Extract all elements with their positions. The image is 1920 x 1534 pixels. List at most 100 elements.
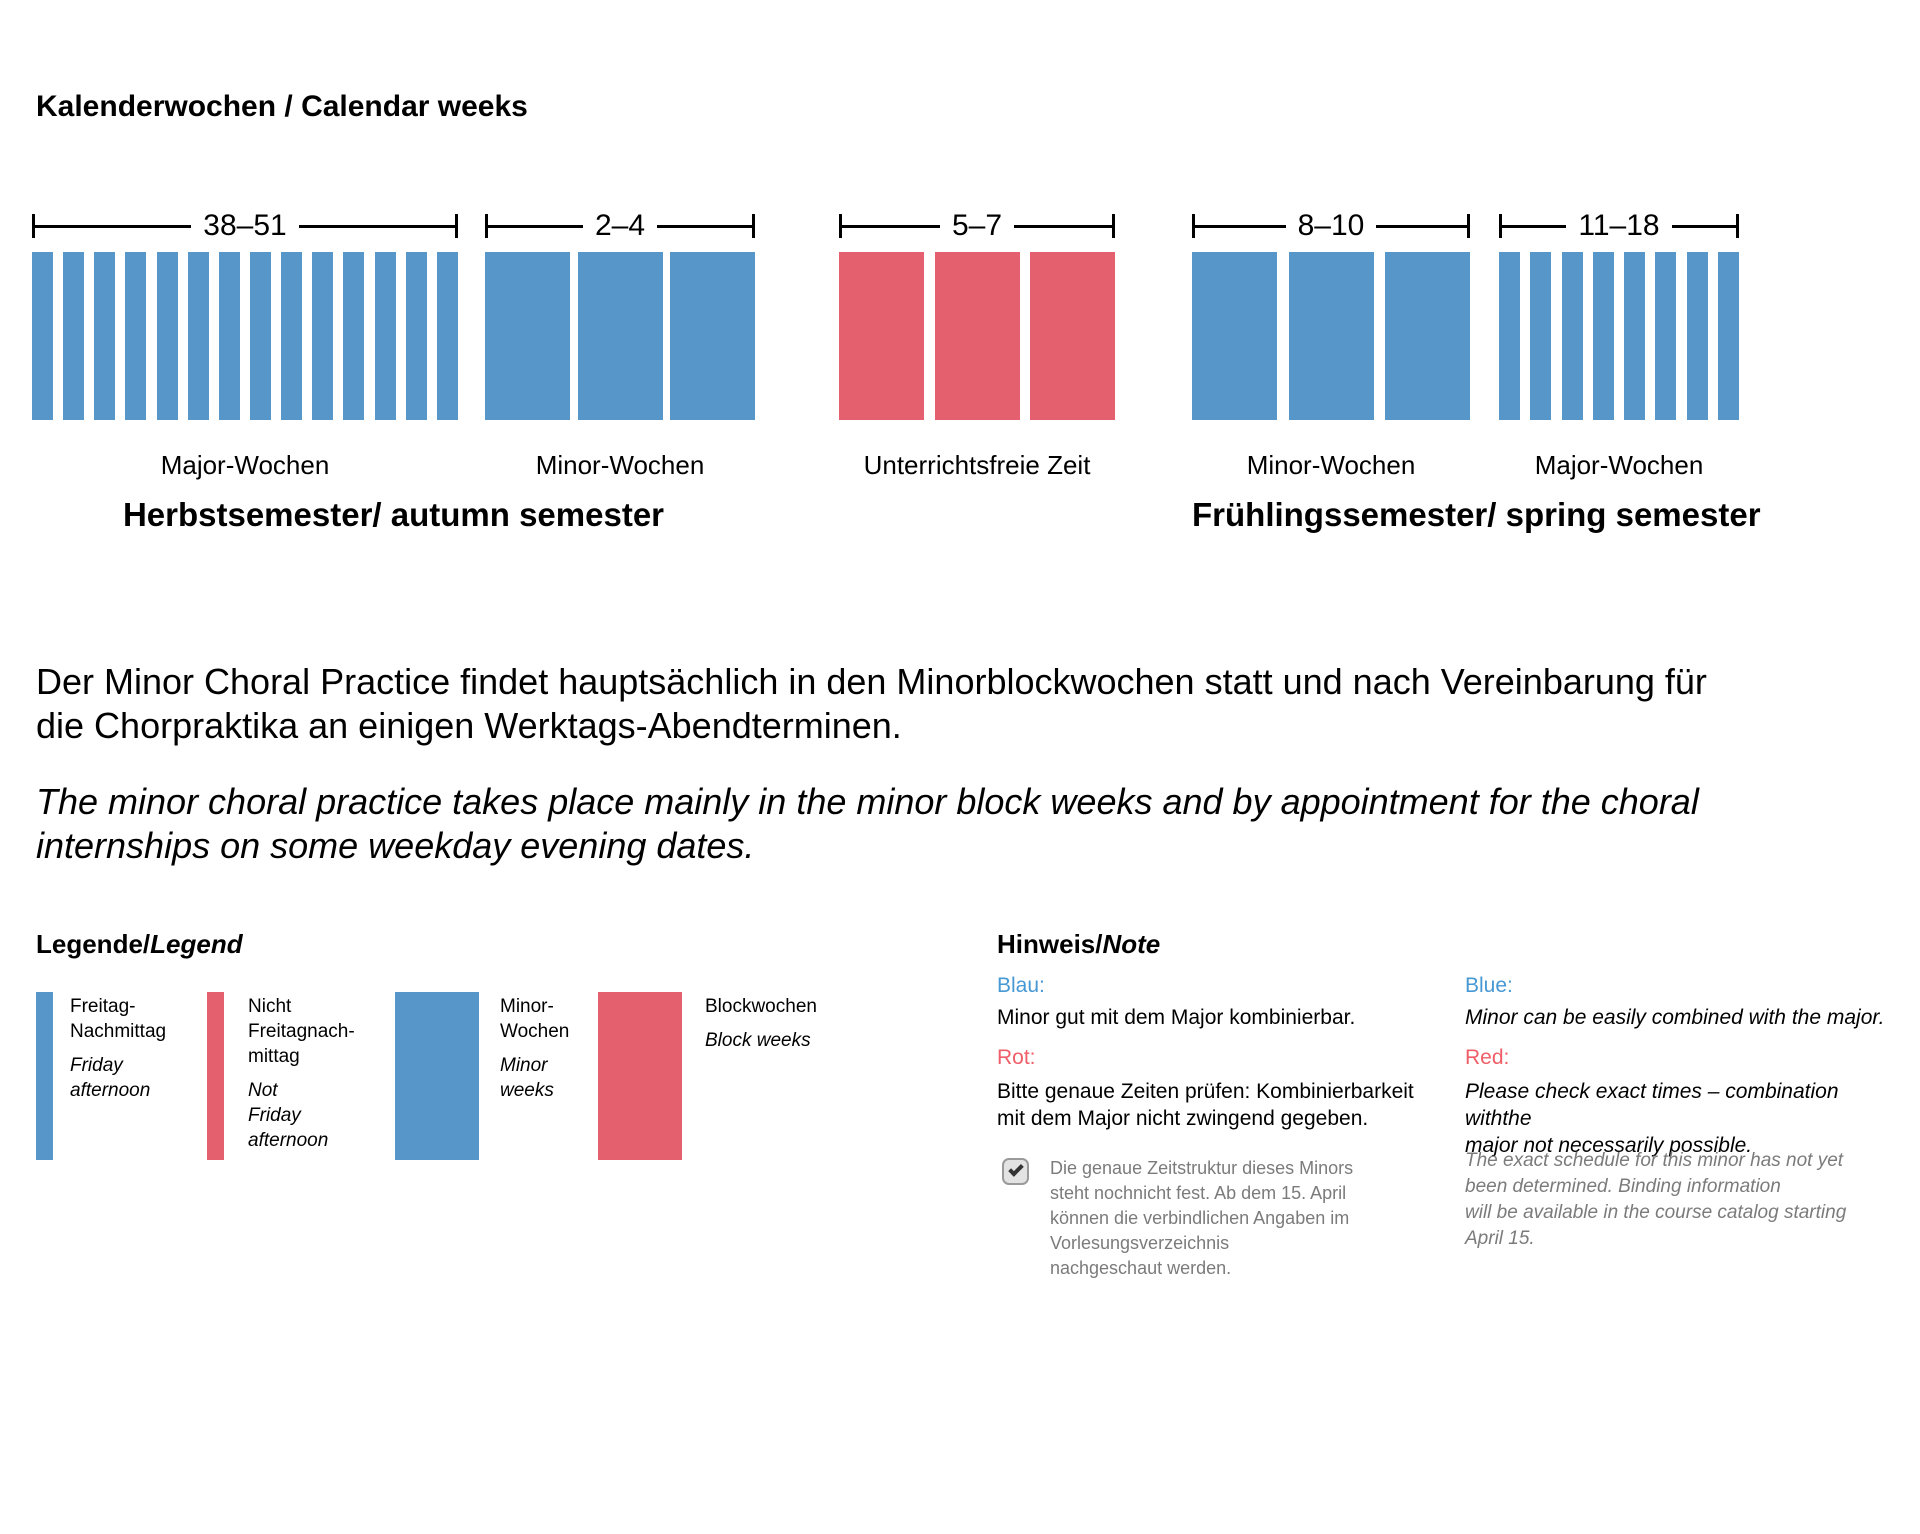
legend-heading-en: Legend [150, 929, 243, 959]
note-heading-en: Note [1102, 929, 1161, 959]
ruler-tick [1467, 214, 1470, 238]
legend-label-german: Blockwochen [705, 996, 817, 1017]
note-heading-de: Hinweis/ [997, 929, 1103, 959]
week-bar [485, 252, 570, 420]
group-label: Minor-Wochen [1246, 450, 1416, 480]
week-bar [1530, 252, 1552, 420]
week-bar [1561, 252, 1583, 420]
week-bar [839, 252, 924, 420]
ruler-line [1014, 224, 1112, 228]
week-bar [249, 252, 271, 420]
note-heading: Hinweis/Note [997, 929, 1160, 960]
spring-semester-label: Frühlingssemester/ spring semester [1192, 496, 1761, 533]
week-bar [281, 252, 303, 420]
week-range-label: 5–7 [951, 209, 1003, 242]
ruler-tick [1192, 214, 1195, 238]
week-bar [1385, 252, 1470, 420]
note-rot-label: Rot: [997, 1046, 1036, 1069]
week-range-ruler: 11–18 [1499, 209, 1740, 242]
week-bar [94, 252, 116, 420]
week-bar [934, 252, 1020, 420]
legend-label-english: Not Friday afternoon [248, 1080, 329, 1151]
week-range-ruler: 5–7 [839, 209, 1115, 242]
ruler-tick [752, 214, 755, 238]
calendar-weeks-diagram: 38–51 Major-Wochen 2–4 Minor-Wochen 5–7 Unter… [0, 0, 1920, 560]
legend-item-label: Freitag- Nachmittag Friday afternoon [70, 994, 220, 1103]
note-blue-label: Blue: [1465, 974, 1513, 997]
legend-item-label: Nicht Freitagnach- mittag Not Friday afte… [248, 994, 398, 1153]
week-bar [343, 252, 365, 420]
checkmark-icon [1008, 1161, 1024, 1177]
week-bar [32, 252, 53, 420]
week-range-ruler: 38–51 [32, 211, 458, 241]
ruler-line [1376, 224, 1467, 228]
legend-heading: Legende/Legend [36, 929, 243, 960]
ruler-tick [32, 214, 35, 238]
legend-item-label: Minor- Wochen Minor weeks [500, 994, 650, 1103]
week-bar [125, 252, 147, 420]
ruler-tick [485, 214, 488, 238]
week-bar [187, 252, 209, 420]
week-group-4: 8–10 Minor-Wochen [1192, 0, 1470, 560]
week-range-label: 2–4 [594, 209, 646, 242]
note-blau-text: Minor gut mit dem Major kombinierbar. [997, 1006, 1356, 1029]
week-bar [1686, 252, 1708, 420]
legend-label-german: Freitag- Nachmittag [70, 996, 167, 1042]
legend-label-german: Nicht Freitagnach- mittag [248, 996, 355, 1067]
legend-swatch-blue-thin [36, 992, 53, 1160]
week-bar [1655, 252, 1677, 420]
note-red-label: Red: [1465, 1046, 1510, 1069]
paragraph-english: The minor choral practice takes place ma… [36, 781, 1699, 866]
ruler-tick [839, 214, 842, 238]
legend-item-label: Blockwochen Block weeks [705, 994, 855, 1053]
page-title: Kalenderwochen / Calendar weeks [36, 90, 528, 123]
week-bars [32, 252, 458, 420]
week-group-2: 2–4 Minor-Wochen [485, 0, 755, 560]
ruler-line [1195, 224, 1286, 228]
legend-label-english: Minor weeks [500, 1055, 554, 1101]
week-bars [1499, 252, 1739, 420]
group-label: Major-Wochen [1534, 450, 1704, 480]
ruler-line [298, 224, 455, 228]
schedule-undetermined-checkbox[interactable] [1002, 1158, 1029, 1185]
week-bar [405, 252, 427, 420]
ruler-tick [1112, 214, 1115, 238]
ruler-line [488, 224, 583, 228]
week-range-ruler: 2–4 [485, 209, 755, 242]
week-bar [374, 252, 396, 420]
ruler-line [657, 224, 752, 228]
week-bar [1030, 252, 1115, 420]
note-rot-text: Bitte genaue Zeiten prüfen: Kombinierbar… [997, 1080, 1414, 1130]
legend-label-english: Block weeks [705, 1030, 811, 1051]
legend-label-german: Minor- Wochen [500, 996, 570, 1042]
week-bar [156, 252, 178, 420]
week-bar [1288, 252, 1374, 420]
paragraph-german: Der Minor Choral Practice findet hauptsä… [36, 661, 1707, 746]
legend-swatch-blue-wide [395, 992, 479, 1160]
week-bar [1717, 252, 1739, 420]
note-red-text: Please check exact times – combination w… [1465, 1080, 1839, 1157]
week-bars [839, 252, 1115, 420]
ruler-line [1671, 224, 1737, 228]
week-range-ruler: 8–10 [1192, 209, 1470, 242]
week-bars [485, 252, 755, 420]
week-group-3: 5–7 Unterrichtsfreie Zeit [839, 0, 1115, 560]
week-bar [312, 252, 334, 420]
ruler-line [35, 224, 192, 228]
week-range-label: 11–18 [1578, 209, 1660, 242]
ruler-tick [1499, 214, 1502, 238]
week-range-label: 8–10 [1297, 209, 1365, 242]
week-bar [1192, 252, 1277, 420]
week-group-5: 11–18 Major-Wochen [1499, 0, 1740, 560]
note-schedule-text-english: The exact schedule for this minor has no… [1465, 1150, 1847, 1249]
week-bar [1624, 252, 1646, 420]
note-blue-text: Minor can be easily combined with the ma… [1465, 1006, 1885, 1029]
week-group-1: 38–51 Major-Wochen [32, 0, 458, 560]
group-label: Unterrichtsfreie Zeit [863, 450, 1091, 480]
week-bar [577, 252, 663, 420]
note-blau-label: Blau: [997, 974, 1045, 997]
week-bar [670, 252, 755, 420]
ruler-line [1502, 224, 1567, 228]
legend-label-english: Friday afternoon [70, 1055, 151, 1101]
group-label: Minor-Wochen [535, 450, 705, 480]
